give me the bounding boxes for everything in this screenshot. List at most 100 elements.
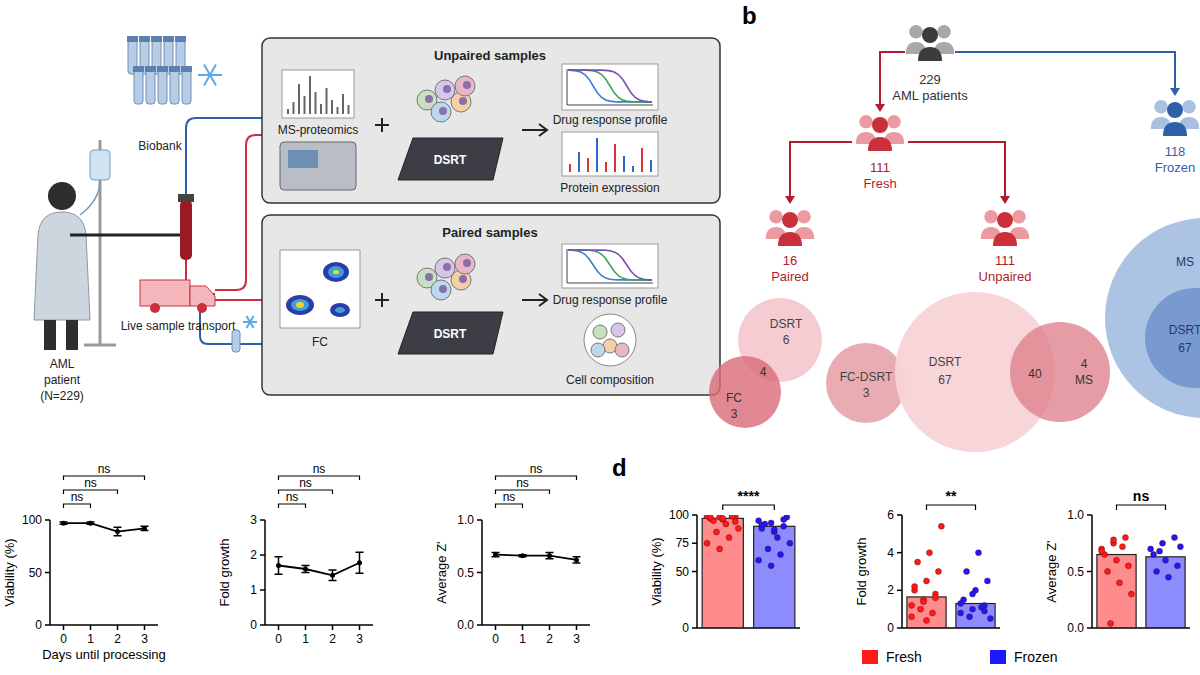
tick-label: 4: [887, 546, 894, 560]
label: 4: [760, 365, 767, 379]
data-point: [958, 610, 964, 616]
cell-nucleus: [459, 97, 467, 105]
axis-label: Fold growth: [217, 539, 232, 607]
tick-label: 1: [302, 632, 309, 646]
tick-label: 1.0: [457, 513, 474, 527]
data-point: [729, 515, 735, 519]
label: Biobank: [138, 139, 182, 153]
data-point: [918, 606, 924, 612]
cell-nucleus: [443, 263, 451, 271]
label: DSRT: [770, 317, 803, 331]
flow-arrow: [955, 52, 1175, 88]
cell-nucleus: [443, 85, 451, 93]
error-bar: [302, 566, 310, 573]
venn-circle: [1010, 322, 1110, 422]
x-tick: [90, 625, 92, 630]
composition-circle: [584, 314, 636, 366]
tick-label: 3: [250, 513, 257, 527]
x-tick: [359, 625, 361, 630]
data-point: [732, 519, 738, 525]
biobank-cap: [127, 36, 138, 42]
y-tick: [897, 590, 902, 592]
cell: [455, 254, 475, 274]
y-tick: [692, 627, 697, 629]
axis-label: Viability (%): [649, 537, 664, 605]
sig-label: ns: [98, 462, 111, 476]
y-axis: [264, 520, 266, 625]
y-tick: [260, 554, 265, 556]
sig-bracket: [279, 490, 333, 494]
x-tick: [576, 625, 578, 630]
tick-label: 2: [114, 632, 121, 646]
data-point: [975, 550, 981, 556]
label: MS: [1075, 373, 1093, 387]
fc-density: [286, 295, 314, 315]
bar: [907, 597, 946, 628]
person-body: [1163, 122, 1187, 136]
y-tick: [477, 624, 482, 626]
label: DSRT: [434, 327, 467, 341]
venn-circle: [895, 292, 1055, 452]
y-tick: [692, 514, 697, 516]
cell: [615, 343, 629, 357]
arrow-head: [1000, 196, 1010, 204]
biobank-cap: [157, 66, 168, 72]
y-tick: [260, 589, 265, 591]
label: Frozen: [1155, 160, 1195, 175]
fc-density: [333, 270, 339, 274]
label: DSRT: [1169, 323, 1200, 337]
sig-label: ns: [299, 476, 312, 490]
error-bar: [356, 552, 364, 573]
y-tick: [1087, 571, 1092, 573]
data-point: [768, 563, 774, 569]
label: 40: [1028, 367, 1042, 381]
tick-label: 2: [250, 548, 257, 562]
x-axis: [482, 624, 590, 626]
flow-line: [186, 118, 262, 194]
data-point: [1148, 546, 1154, 552]
label: MS: [1176, 255, 1194, 269]
data-point: [926, 550, 932, 556]
label: Paired samples: [442, 225, 537, 240]
cell-nucleus: [439, 107, 447, 115]
curve: [568, 250, 652, 280]
axis-label: Average Z': [1044, 540, 1059, 602]
ms-peak: [320, 104, 322, 114]
iv-tube: [80, 180, 100, 215]
biobank-cap: [169, 66, 180, 72]
tick-label: 0.0: [457, 618, 474, 632]
person-head: [797, 210, 811, 224]
cell: [455, 76, 475, 96]
tick-label: 3: [141, 632, 148, 646]
iv-pole-base: [84, 344, 116, 347]
person-head: [872, 117, 888, 133]
sig-bracket: [1117, 505, 1166, 510]
flow-arrow: [790, 142, 852, 196]
line-chart: 050100Viability (%)0123Days until proces…: [2, 462, 166, 662]
person-head: [1182, 100, 1196, 114]
point: [276, 563, 281, 568]
plot-area: [907, 523, 995, 628]
tick-label: 0.5: [1067, 565, 1084, 579]
arrow-head: [785, 196, 795, 204]
fc-density: [291, 299, 309, 311]
point: [357, 560, 362, 565]
label: FC: [312, 335, 328, 349]
error-bar: [141, 526, 149, 530]
y-tick: [260, 519, 265, 521]
label: Cell composition: [566, 373, 654, 387]
tick-label: 1.0: [1067, 508, 1084, 522]
x-tick: [495, 625, 497, 630]
venn-circle: [1105, 218, 1200, 418]
person-head: [769, 210, 783, 224]
cell: [611, 323, 625, 337]
data-point: [1157, 548, 1163, 554]
data-point: [735, 526, 741, 532]
label: 3: [863, 386, 870, 400]
x-tick: [278, 625, 280, 630]
error-bar: [114, 527, 122, 535]
label: Fresh: [863, 176, 896, 191]
error-bar: [275, 557, 283, 575]
figure: AMLpatient(N=229)BiobankLive sample tran…: [0, 0, 1200, 675]
data-point: [929, 610, 935, 616]
